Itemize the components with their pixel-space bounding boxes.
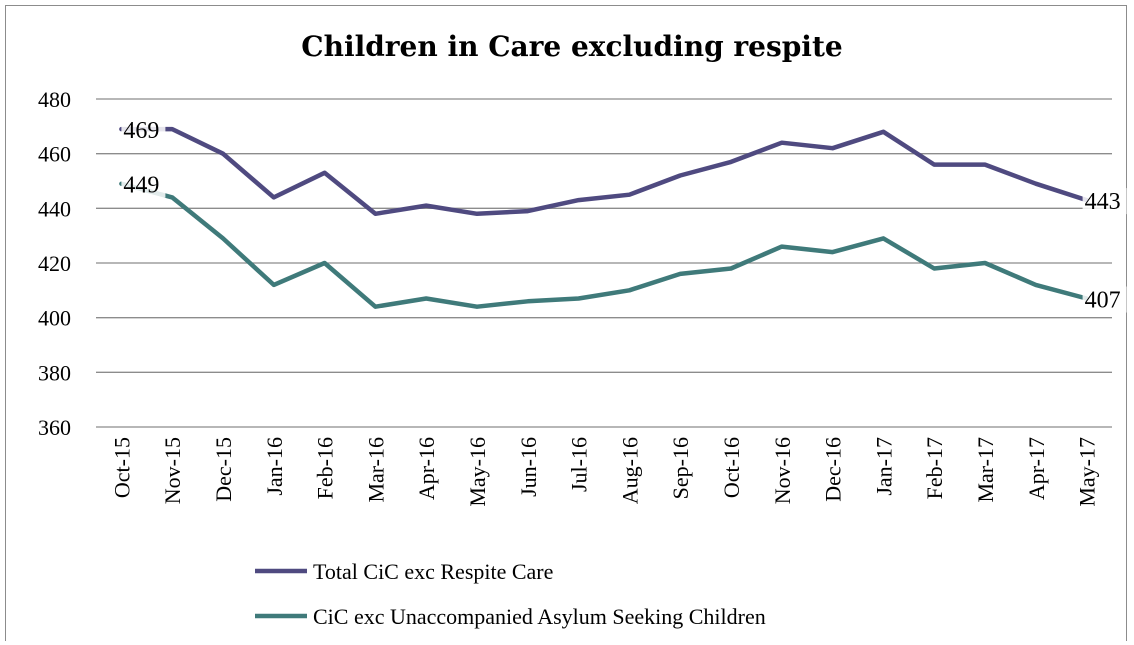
data-label-bg <box>1082 286 1127 313</box>
legend-label-0: Total CiC exc Respite Care <box>313 559 553 584</box>
y-tick-label: 380 <box>38 360 71 385</box>
legend-label-1: CiC exc Unaccompanied Asylum Seeking Chi… <box>313 604 766 629</box>
x-tick-label: Sep-16 <box>668 437 693 499</box>
data-label: 469 <box>123 118 159 144</box>
data-label-bg <box>121 171 166 198</box>
grid-layer <box>96 98 1112 428</box>
y-tick-label: 480 <box>38 87 71 112</box>
chart-frame <box>5 5 1127 641</box>
chart-title: Children in Care excluding respite <box>301 30 842 63</box>
data-label-bg <box>121 117 166 144</box>
x-tick-label: Feb-16 <box>313 437 338 499</box>
x-tick-label: Nov-16 <box>770 437 795 504</box>
x-tick-label: Dec-16 <box>821 437 846 502</box>
x-tick-label: Jun-16 <box>516 437 541 497</box>
data-label: 449 <box>123 173 159 199</box>
data-labels: 469 443 449 407 <box>121 117 1127 314</box>
x-tick-label: May-17 <box>1075 437 1100 507</box>
x-tick-label: Jan-17 <box>871 437 896 496</box>
x-tick-label: Aug-16 <box>617 437 642 504</box>
series-line-1 <box>119 181 1089 309</box>
x-tick-label: Jan-16 <box>262 437 287 496</box>
x-tick-label: May-16 <box>465 437 490 507</box>
y-tick-label: 420 <box>38 251 71 276</box>
legend: Total CiC exc Respite Care CiC exc Unacco… <box>255 559 766 629</box>
x-tick-label: Apr-17 <box>1024 437 1049 500</box>
data-label-bg <box>1082 188 1127 215</box>
series-line-0 <box>119 126 1089 217</box>
x-tick-label: Mar-17 <box>973 437 998 503</box>
x-tick-label: Feb-17 <box>922 437 947 499</box>
x-axis-ticks: Oct-15 Nov-15 Dec-15 Jan-16 Feb-16 Mar-16 Apr-… <box>109 437 1099 507</box>
series-layer <box>119 126 1089 309</box>
x-tick-label: Apr-16 <box>414 437 439 500</box>
x-tick-label: Dec-15 <box>211 437 236 502</box>
x-tick-label: Jul-16 <box>567 437 592 492</box>
x-tick-label: Oct-15 <box>109 437 134 498</box>
y-tick-label: 400 <box>38 306 71 331</box>
data-label: 443 <box>1085 189 1121 215</box>
data-label: 407 <box>1085 288 1121 314</box>
x-tick-label: Mar-16 <box>363 437 388 503</box>
y-tick-label: 360 <box>38 415 71 440</box>
y-axis-ticks: 360 380 400 420 440 460 480 <box>38 87 71 440</box>
x-tick-label: Oct-16 <box>719 437 744 498</box>
x-tick-label: Nov-15 <box>160 437 185 504</box>
y-tick-label: 440 <box>38 196 71 221</box>
y-tick-label: 460 <box>38 142 71 167</box>
